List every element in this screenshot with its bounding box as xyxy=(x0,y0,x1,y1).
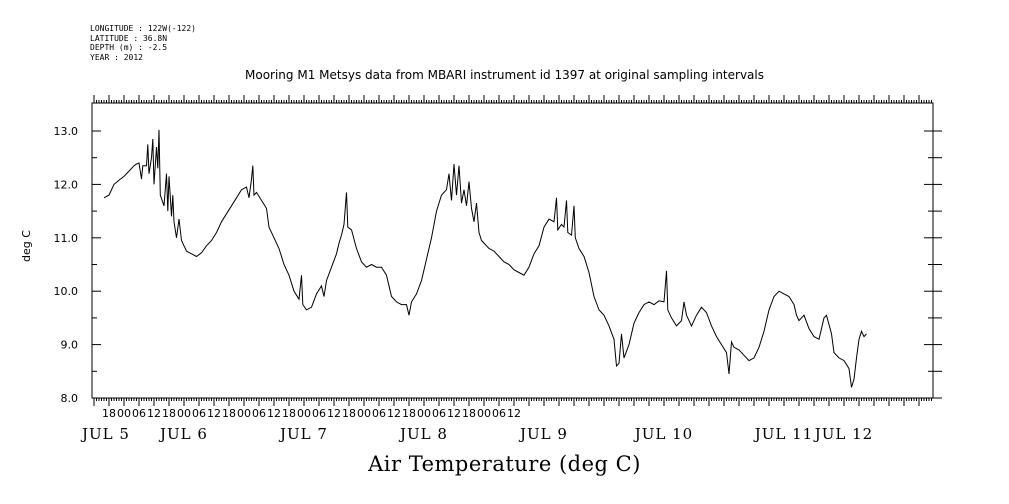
x-tick-label: 18 xyxy=(222,407,236,420)
metadata-block: LONGITUDE : 122W(-122) LATITUDE : 36.8N … xyxy=(90,24,196,62)
x-day-label: JUL 11 xyxy=(753,425,813,443)
x-day-label: JUL 5 xyxy=(80,425,130,443)
y-tick-label: 11.0 xyxy=(54,232,79,245)
x-tick-label: 06 xyxy=(132,407,146,420)
y-tick-label: 8.0 xyxy=(61,392,79,405)
x-tick-label: 12 xyxy=(387,407,401,420)
x-tick-label: 00 xyxy=(237,407,251,420)
x-tick-label: 06 xyxy=(252,407,266,420)
x-tick-label: 06 xyxy=(492,407,506,420)
x-tick-label: 06 xyxy=(312,407,326,420)
x-tick-label: 06 xyxy=(192,407,206,420)
x-day-label: JUL 6 xyxy=(158,425,208,443)
x-tick-label: 06 xyxy=(432,407,446,420)
y-tick-label: 9.0 xyxy=(61,339,79,352)
x-tick-label: 18 xyxy=(102,407,116,420)
chart-title: Mooring M1 Metsys data from MBARI instru… xyxy=(245,68,764,82)
x-tick-label: 12 xyxy=(207,407,221,420)
x-tick-label: 00 xyxy=(117,407,131,420)
air-temperature-series-line xyxy=(103,129,867,388)
x-tick-label: 18 xyxy=(402,407,416,420)
x-day-label: JUL 9 xyxy=(518,425,568,443)
latitude-text: LATITUDE : 36.8N xyxy=(90,33,168,43)
y-tick-label: 10.0 xyxy=(54,285,79,298)
x-day-label: JUL 8 xyxy=(398,425,448,443)
x-tick-label: 00 xyxy=(357,407,371,420)
x-tick-label: 12 xyxy=(147,407,161,420)
x-tick-label: 00 xyxy=(417,407,431,420)
year-text: YEAR : 2012 xyxy=(90,52,143,62)
x-tick-label: 18 xyxy=(282,407,296,420)
plot-frame xyxy=(91,102,934,399)
x-tick-label: 12 xyxy=(267,407,281,420)
x-axis-title: Air Temperature (deg C) xyxy=(368,452,641,476)
x-tick-label: 12 xyxy=(327,407,341,420)
longitude-text: LONGITUDE : 122W(-122) xyxy=(90,24,196,33)
x-tick-label: 18 xyxy=(462,407,476,420)
depth-text: DEPTH (m) : -2.5 xyxy=(90,43,168,52)
x-tick-label: 06 xyxy=(372,407,386,420)
x-tick-label: 00 xyxy=(297,407,311,420)
x-tick-label: 00 xyxy=(477,407,491,420)
x-tick-label: 12 xyxy=(507,407,521,420)
x-tick-label: 12 xyxy=(447,407,461,420)
y-tick-label: 13.0 xyxy=(54,125,79,138)
x-tick-label: 18 xyxy=(342,407,356,420)
x-tick-label: 00 xyxy=(177,407,191,420)
x-tick-label: 18 xyxy=(162,407,176,420)
x-day-label: JUL 7 xyxy=(278,425,328,443)
y-tick-label: 12.0 xyxy=(54,178,79,191)
x-day-label: JUL 12 xyxy=(813,425,873,443)
x-day-label: JUL 10 xyxy=(633,425,693,443)
